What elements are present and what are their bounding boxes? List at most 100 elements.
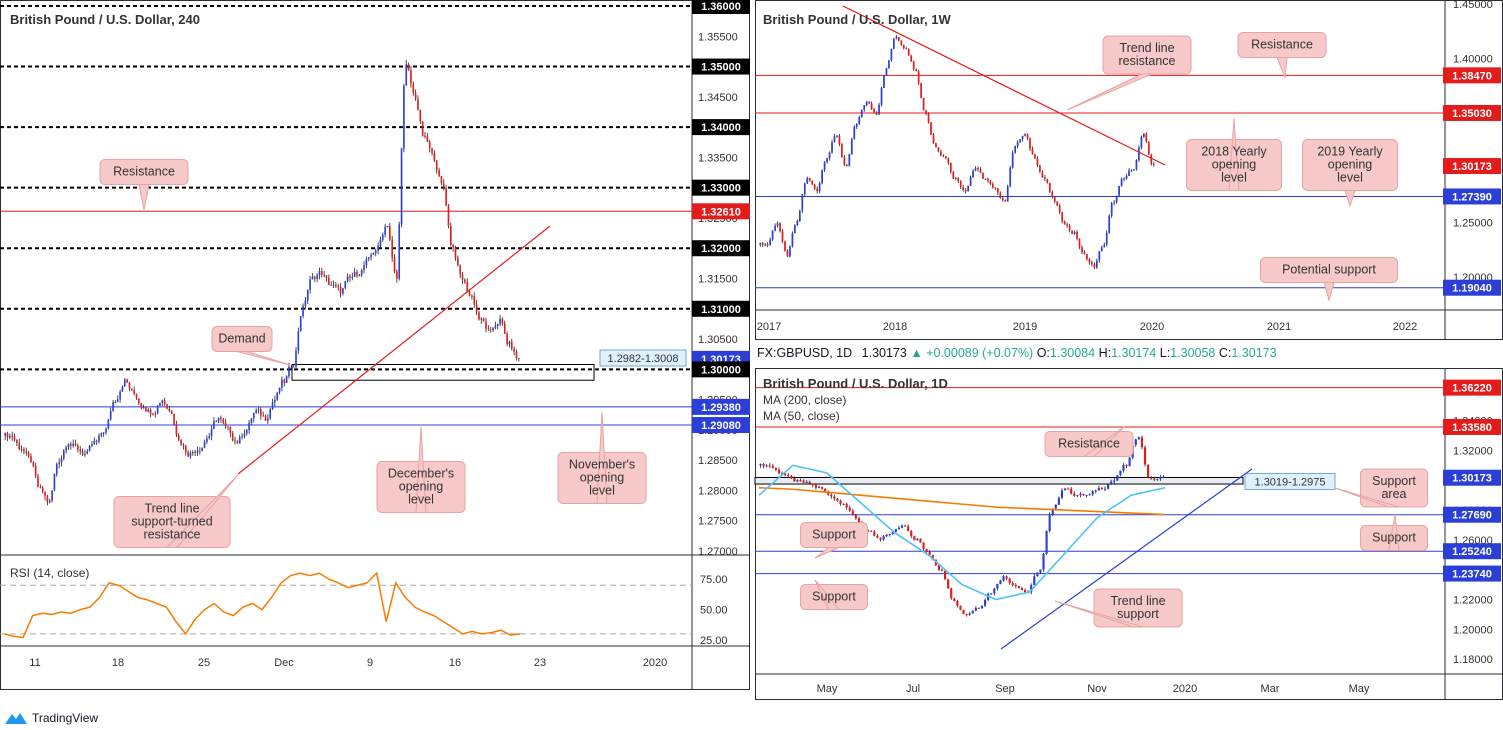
candle-body [999, 580, 1002, 584]
candle-body [848, 154, 851, 167]
candle-body [255, 410, 257, 413]
close-value: 1.30173 [1231, 346, 1277, 360]
candle-body [1091, 262, 1093, 265]
candle-body [123, 379, 126, 387]
candle-body [947, 579, 950, 589]
candle-body [1105, 232, 1108, 245]
candle-body [330, 284, 333, 286]
candle-body [853, 126, 856, 140]
last-price: 1.30173 [861, 346, 907, 360]
candle-body [1016, 141, 1019, 147]
candle-body [1024, 134, 1026, 136]
trendline-support-callout-pointer [1054, 600, 1144, 628]
candle-body [895, 36, 898, 39]
candle-body [152, 414, 154, 416]
candle-body [1107, 484, 1110, 489]
candle-body [290, 366, 293, 368]
candle-body [907, 48, 910, 56]
candle-body [787, 475, 790, 477]
yearly2019-callout-text: opening [1328, 158, 1373, 172]
candle-body [478, 312, 480, 320]
candle-body [838, 135, 841, 145]
candle-body [156, 405, 159, 414]
candle-body [320, 271, 323, 275]
candle-body [316, 275, 318, 279]
candle-body [299, 316, 302, 331]
time-tick-label: 2022 [1393, 321, 1417, 333]
candle-body [79, 449, 82, 452]
candle-body [95, 440, 98, 442]
candle-body [858, 116, 861, 124]
candle-body [1130, 170, 1133, 172]
trend-line [237, 225, 551, 475]
candle-body [77, 445, 79, 450]
candle-body [1026, 134, 1029, 139]
chart-weekly-panel[interactable]: 1.450001.400001.350001.300001.250001.200… [755, 0, 1503, 340]
candle-body [950, 588, 953, 599]
candle-body [309, 279, 311, 290]
candle-body [841, 144, 843, 158]
price-badge: 1.36220 [1452, 383, 1492, 395]
candle-body [1133, 169, 1135, 171]
candle-body [149, 409, 152, 415]
candle-body [48, 500, 51, 503]
candle-body [417, 98, 419, 110]
candle-body [100, 433, 103, 436]
price-badge: 1.33580 [1452, 422, 1492, 434]
candle-body [915, 69, 918, 72]
candle-body [1011, 152, 1014, 168]
price-tick-label: 1.35500 [698, 31, 738, 43]
support-callout-3-pointer [1388, 513, 1400, 551]
candle-body [410, 70, 412, 84]
chart-4h-panel[interactable]: 1.2982-1.3008 1.36000 1.35500 1.35000 1.3450… [0, 0, 750, 690]
candle-body [34, 466, 37, 477]
candle-body [880, 87, 883, 105]
candle-body [367, 257, 370, 259]
candle-body [1145, 133, 1148, 142]
candle-body [865, 101, 868, 106]
candle-body [506, 333, 508, 345]
open-value: 1.30084 [1049, 346, 1096, 360]
candle-body [808, 177, 811, 181]
candle-body [306, 289, 309, 301]
chart-daily-svg[interactable]: 1.3019-1.29751.340001.320001.300001.2800… [754, 368, 1503, 700]
december-callout-pointer [415, 426, 427, 513]
candle-body [831, 142, 833, 153]
candle-body [461, 274, 464, 280]
candle-body [267, 418, 269, 421]
candle-body [893, 38, 895, 49]
candle-body [318, 271, 321, 276]
candle-body [349, 276, 351, 278]
yearly2018-callout-text: 2018 Yearly [1201, 145, 1267, 159]
chart-weekly-svg[interactable]: 1.450001.400001.350001.300001.250001.200… [755, 0, 1503, 340]
trend-line-support [1000, 468, 1253, 650]
tradingview-logo[interactable]: TradingView [4, 710, 98, 726]
candle-body [1088, 494, 1091, 496]
candle-body [808, 481, 811, 484]
candle-body [206, 438, 208, 442]
price-badge-bg [1443, 158, 1501, 175]
chart-daily-panel[interactable]: 1.3019-1.29751.340001.320001.300001.2800… [754, 368, 1503, 700]
candle-body [459, 265, 462, 275]
candle-body [86, 450, 89, 454]
rsi-tick-label: 50.00 [700, 605, 728, 617]
candle-body [900, 525, 904, 528]
candle-body [793, 478, 796, 482]
price-badge: 1.38470 [1452, 70, 1492, 82]
candle-body [288, 366, 290, 377]
price-badge-bg [1443, 418, 1501, 435]
candle-body [1029, 138, 1031, 149]
candle-body [873, 531, 876, 536]
candle-body [790, 475, 793, 479]
price-badge-bg [1443, 565, 1501, 582]
candle-body [374, 250, 377, 254]
demand-zone [291, 363, 595, 381]
candle-body [194, 451, 196, 453]
candle-body [949, 162, 952, 172]
chart-4h-svg[interactable]: 1.2982-1.3008 1.36000 1.35500 1.35000 1.3450… [0, 0, 750, 690]
candle-body [510, 341, 513, 349]
price-badge: 1.27390 [1452, 191, 1492, 203]
price-tick-label: 1.18000 [1453, 654, 1493, 666]
candle-body [774, 225, 776, 231]
price-tick-label: 1.32000 [1453, 446, 1493, 458]
